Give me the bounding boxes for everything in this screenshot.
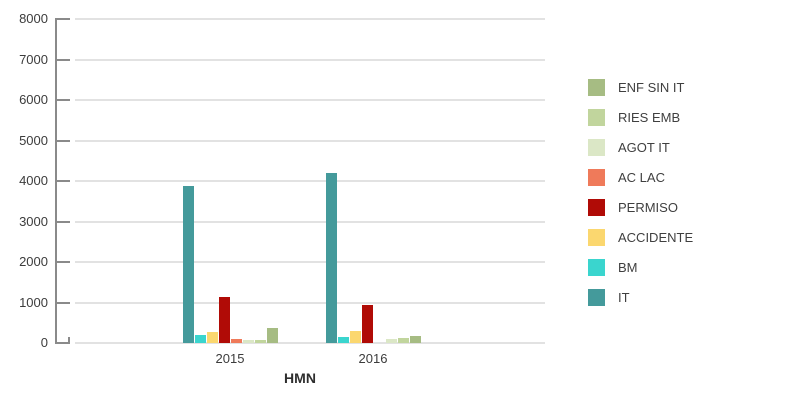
legend-label: ENF SIN IT <box>618 80 685 95</box>
bar-ries-emb-2015[interactable] <box>255 340 266 343</box>
legend-label: AGOT IT <box>618 140 670 155</box>
bar-it-2015[interactable] <box>183 186 194 343</box>
gridline-4000 <box>75 180 545 182</box>
gridline-3000 <box>75 221 545 223</box>
gridline-7000 <box>75 59 545 61</box>
bar-permiso-2016[interactable] <box>362 305 373 343</box>
y-tick-label-2000: 2000 <box>19 254 48 269</box>
y-tick-label-3000: 3000 <box>19 214 48 229</box>
legend-label: IT <box>618 290 630 305</box>
y-tick-label-1000: 1000 <box>19 295 48 310</box>
bar-ac-lac-2015[interactable] <box>231 339 242 343</box>
y-tick-label-0: 0 <box>40 335 48 350</box>
x-category-label-2016: 2016 <box>358 351 388 366</box>
plot-area <box>55 18 545 344</box>
y-tick-2000 <box>55 261 70 263</box>
x-category-label-2015: 2015 <box>215 351 245 366</box>
bar-agot-it-2015[interactable] <box>243 340 254 343</box>
gridline-6000 <box>75 99 545 101</box>
legend-label: AC LAC <box>618 170 665 185</box>
legend-swatch-icon <box>588 259 605 276</box>
legend-label: ACCIDENTE <box>618 230 694 245</box>
y-tick-3000 <box>55 221 70 223</box>
gridline-8000 <box>75 18 545 20</box>
x-axis-end-tick <box>68 337 70 343</box>
bar-it-2016[interactable] <box>326 173 337 343</box>
y-tick-label-5000: 5000 <box>19 133 48 148</box>
y-tick-6000 <box>55 99 70 101</box>
legend-label: RIES EMB <box>618 110 681 125</box>
y-tick-0 <box>55 342 70 344</box>
y-tick-7000 <box>55 59 70 61</box>
legend-label: BM <box>618 260 638 275</box>
bar-ries-emb-2016[interactable] <box>398 338 409 343</box>
bar-agot-it-2016[interactable] <box>386 339 397 343</box>
legend-label: PERMISO <box>618 200 678 215</box>
legend-swatch-icon <box>588 199 605 216</box>
legend-swatch-icon <box>588 229 605 246</box>
gridline-1000 <box>75 302 545 304</box>
bar-bm-2016[interactable] <box>338 337 349 343</box>
y-tick-label-4000: 4000 <box>19 173 48 188</box>
legend-swatch-icon <box>588 79 605 96</box>
y-tick-4000 <box>55 180 70 182</box>
y-axis-line <box>55 19 57 344</box>
bar-accidente-2015[interactable] <box>207 332 218 343</box>
legend-swatch-icon <box>588 289 605 306</box>
legend-swatch-icon <box>588 139 605 156</box>
bar-enf-sin-it-2016[interactable] <box>410 336 421 343</box>
legend-swatch-icon <box>588 109 605 126</box>
bar-permiso-2015[interactable] <box>219 297 230 343</box>
gridline-5000 <box>75 140 545 142</box>
y-tick-label-7000: 7000 <box>19 52 48 67</box>
bar-bm-2015[interactable] <box>195 335 206 343</box>
y-tick-label-6000: 6000 <box>19 92 48 107</box>
x-axis-title: HMN <box>284 370 316 386</box>
y-tick-5000 <box>55 140 70 142</box>
bar-accidente-2016[interactable] <box>350 331 361 343</box>
legend-swatch-icon <box>588 169 605 186</box>
y-tick-1000 <box>55 302 70 304</box>
y-tick-label-8000: 8000 <box>19 11 48 26</box>
gridline-2000 <box>75 261 545 263</box>
bar-enf-sin-it-2015[interactable] <box>267 328 278 343</box>
gridline-0 <box>75 342 545 344</box>
y-tick-8000 <box>55 18 70 20</box>
